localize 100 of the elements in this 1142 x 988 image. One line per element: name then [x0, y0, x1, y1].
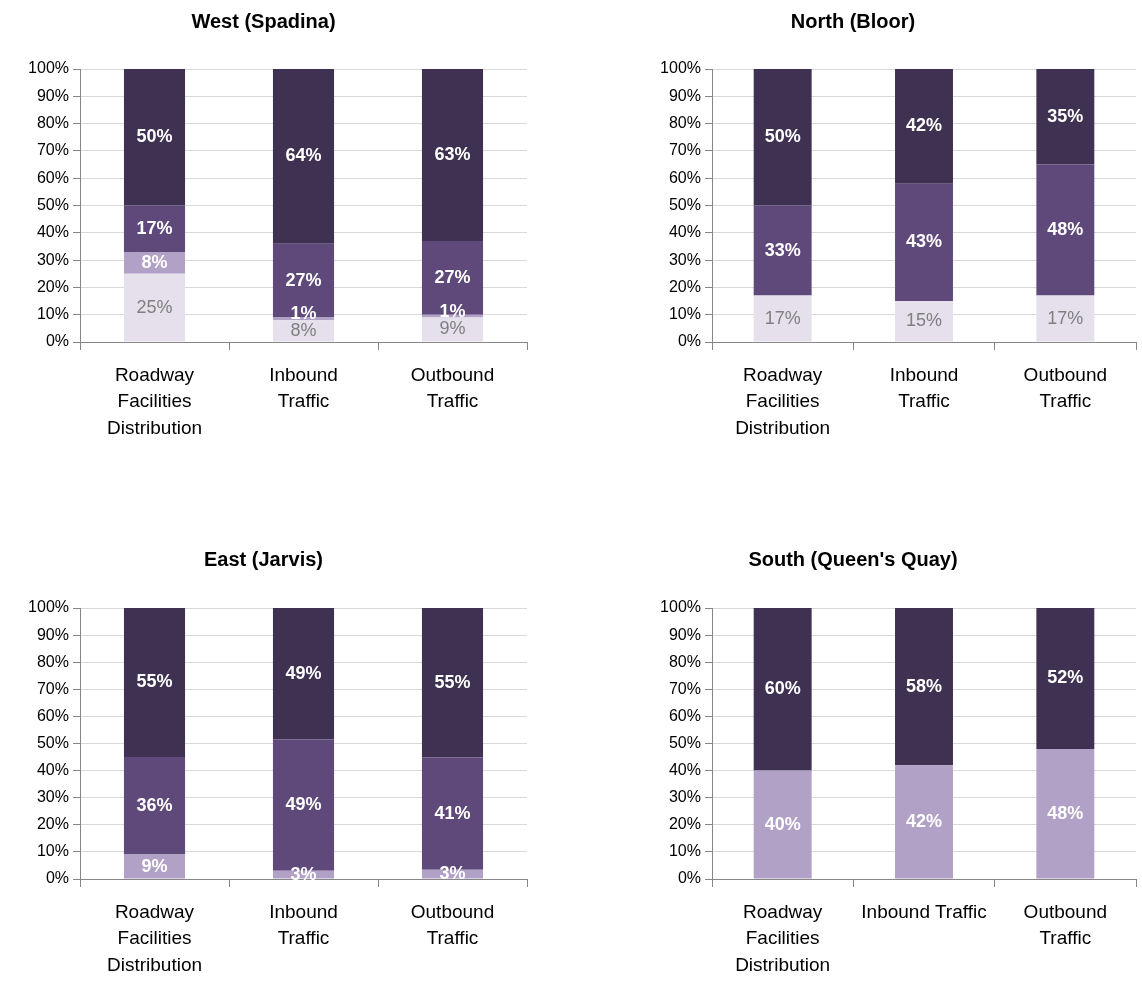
data-label: 17%	[764, 307, 801, 328]
bar	[421, 608, 484, 758]
x-tick-label: Outbound Traffic	[410, 363, 495, 412]
y-tick-label: 100%	[660, 598, 701, 616]
chart-title: South (Queen's Quay)	[748, 547, 958, 570]
y-tick-label: 100%	[28, 59, 69, 77]
bar	[1036, 295, 1095, 342]
bar	[1036, 164, 1095, 296]
data-label: 58%	[905, 675, 943, 696]
y-tick-label: 70%	[36, 679, 69, 697]
y-tick-label: 80%	[668, 114, 701, 132]
data-label: 48%	[1047, 802, 1084, 823]
data-label: 50%	[764, 126, 801, 147]
data-label: 42%	[905, 810, 943, 831]
data-label: 48%	[1047, 219, 1084, 240]
y-tick-label: 100%	[660, 59, 701, 77]
bar	[895, 301, 953, 342]
y-tick-label: 20%	[668, 277, 701, 295]
y-tick-label: 70%	[668, 141, 701, 159]
data-label: 27%	[434, 266, 471, 287]
data-label: 35%	[1047, 105, 1084, 126]
bar	[895, 608, 953, 766]
bar	[753, 69, 812, 206]
bar	[753, 295, 812, 342]
data-label: 40%	[764, 813, 801, 834]
data-label: 42%	[905, 115, 943, 136]
data-label: 8%	[141, 251, 168, 272]
x-tick-label: Outbound Traffic	[410, 900, 495, 949]
y-tick-label: 30%	[668, 250, 701, 268]
x-tick-label: Roadway Facilities Distribution	[106, 363, 203, 438]
y-tick-label: 0%	[45, 869, 69, 887]
y-tick-label: 20%	[36, 277, 69, 295]
bar	[1036, 608, 1095, 749]
y-tick-label: 20%	[36, 815, 69, 833]
bar	[123, 608, 186, 758]
bar	[123, 205, 186, 252]
y-tick-label: 60%	[36, 706, 69, 724]
bar	[272, 608, 335, 740]
x-tick-label: Roadway Facilities Distribution	[106, 900, 203, 975]
y-tick-label: 10%	[668, 305, 701, 323]
x-tick-label: Inbound Traffic	[269, 900, 338, 949]
y-tick-label: 90%	[668, 625, 701, 643]
y-tick-label: 50%	[668, 733, 701, 751]
bar	[753, 770, 812, 879]
data-label: 60%	[764, 678, 801, 699]
y-tick-label: 80%	[36, 652, 69, 670]
data-label: 3%	[439, 863, 466, 884]
y-tick-label: 0%	[677, 869, 701, 887]
y-tick-label: 30%	[668, 788, 701, 806]
data-label: 63%	[434, 143, 471, 164]
data-label: 27%	[285, 269, 322, 290]
chart-title: East (Jarvis)	[204, 547, 323, 570]
data-label: 9%	[141, 855, 168, 876]
x-tick-label: Inbound Traffic	[889, 363, 959, 412]
x-tick-label: Inbound Traffic	[861, 900, 987, 922]
y-tick-label: 80%	[36, 114, 69, 132]
bar	[753, 608, 812, 771]
bar	[421, 240, 484, 315]
data-label: 64%	[285, 145, 322, 166]
data-label: 17%	[136, 217, 173, 238]
data-label: 3%	[290, 863, 317, 884]
y-tick-label: 40%	[668, 223, 701, 241]
bar	[123, 757, 186, 855]
bar	[895, 183, 953, 302]
x-tick-label: Roadway Facilities Distribution	[735, 363, 831, 438]
y-tick-label: 80%	[668, 652, 701, 670]
y-tick-label: 30%	[36, 250, 69, 268]
y-tick-label: 90%	[36, 86, 69, 104]
data-label: 55%	[136, 671, 173, 692]
data-label: 15%	[905, 310, 943, 331]
y-tick-label: 100%	[28, 598, 69, 616]
bar	[421, 317, 484, 342]
data-label: 36%	[136, 794, 173, 815]
data-label: 49%	[285, 794, 322, 815]
data-label: 25%	[136, 296, 173, 317]
bar	[272, 69, 335, 244]
y-tick-label: 50%	[668, 195, 701, 213]
data-label: 41%	[434, 802, 471, 823]
y-tick-label: 60%	[668, 706, 701, 724]
y-tick-label: 50%	[36, 733, 69, 751]
data-label: 55%	[434, 671, 471, 692]
data-label: 50%	[136, 126, 173, 147]
y-tick-label: 60%	[668, 168, 701, 186]
bar	[895, 765, 953, 879]
y-tick-label: 90%	[668, 86, 701, 104]
x-tick-label: Outbound Traffic	[1023, 900, 1108, 949]
data-label: 33%	[764, 239, 801, 260]
y-tick-label: 10%	[668, 842, 701, 860]
data-label: 52%	[1047, 667, 1084, 688]
chart-title: West (Spadina)	[191, 9, 336, 32]
y-tick-label: 10%	[36, 305, 69, 323]
bar	[123, 69, 186, 206]
y-tick-label: 20%	[668, 815, 701, 833]
y-tick-label: 30%	[36, 788, 69, 806]
bar	[123, 273, 186, 342]
bar	[895, 69, 953, 184]
bar	[1036, 69, 1095, 165]
data-label: 49%	[285, 662, 322, 683]
data-label: 17%	[1047, 307, 1084, 328]
x-tick-label: Outbound Traffic	[1023, 363, 1108, 412]
